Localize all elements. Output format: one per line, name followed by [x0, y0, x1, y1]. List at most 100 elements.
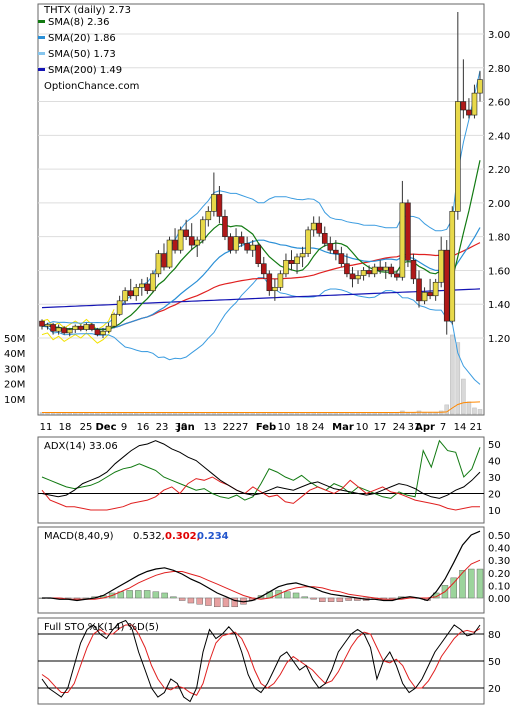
- candle-down: [172, 239, 178, 251]
- candle-up: [72, 325, 79, 330]
- candle-down: [366, 270, 372, 275]
- candle-down: [405, 202, 411, 261]
- candle-up: [421, 292, 428, 302]
- date-label: 25: [80, 422, 93, 433]
- candle-down: [266, 273, 273, 292]
- candle-up: [150, 273, 156, 292]
- price-tick-label: 2.80: [488, 64, 510, 75]
- candle-up: [66, 329, 73, 334]
- candle-up: [449, 211, 456, 322]
- macd-histogram-bar: [231, 597, 238, 608]
- price-tick-label: 2.40: [488, 131, 510, 142]
- date-label: 24: [393, 422, 406, 433]
- candle-up: [116, 300, 123, 315]
- macd-histogram-bar: [319, 597, 326, 602]
- date-label: 23: [156, 422, 169, 433]
- candle-down: [183, 229, 189, 237]
- macd-value: 0.532,: [133, 531, 165, 542]
- price-panel: 3.00 2.80 2.60 2.40 2.20 2.00 1.80 1.60 1.40 1.20…: [4, 3, 510, 416]
- volume-bar: [461, 378, 466, 415]
- volume-bar: [444, 404, 449, 415]
- adx-tick-label: 30: [488, 473, 501, 484]
- candle-down: [388, 266, 395, 275]
- candle-down: [39, 320, 45, 327]
- macd-histogram-bar: [205, 597, 212, 606]
- candle-down: [238, 236, 245, 244]
- adx-panel: 50 40 30 20 10: [37, 436, 501, 524]
- candle-up: [199, 219, 206, 241]
- macd-signal-line: [42, 559, 481, 600]
- macd-histogram-bar: [213, 597, 221, 608]
- candle-up: [272, 287, 278, 292]
- adx-line: [41, 440, 481, 499]
- candle-up: [438, 249, 444, 283]
- candle-down: [349, 273, 356, 280]
- candle-up: [133, 287, 140, 297]
- candle-down: [410, 260, 417, 280]
- candle-down: [394, 273, 400, 278]
- candle-down: [161, 253, 167, 268]
- candle-up: [382, 266, 389, 271]
- candle-down: [227, 236, 234, 251]
- stoch-label: Full STO %K(14) %D(5): [44, 622, 159, 633]
- candle-down: [216, 194, 223, 217]
- candle-down: [144, 283, 151, 292]
- date-label: 18: [59, 422, 72, 433]
- candle-up: [105, 325, 112, 332]
- date-label: Apr: [415, 422, 435, 433]
- macd-line: [42, 530, 481, 603]
- volume-average-line: [42, 401, 481, 413]
- volume-bar: [477, 409, 483, 415]
- stoch-tick-label: 50: [488, 657, 501, 668]
- volume-bar: [472, 407, 477, 415]
- plus-di-line: [41, 439, 481, 501]
- candle-down: [460, 101, 467, 111]
- macd-histogram-bar: [143, 590, 151, 599]
- stoch-d-line: [41, 624, 481, 696]
- candle-up: [283, 260, 289, 275]
- macd-histogram-bar: [292, 592, 300, 599]
- date-label: Dec: [95, 422, 116, 433]
- chart-title: THTX (daily) 2.73: [43, 5, 131, 16]
- date-label: 30: [175, 422, 188, 433]
- macd-histogram-bar: [459, 570, 466, 599]
- candle-up: [233, 236, 239, 251]
- price-tick-label: 1.60: [488, 266, 510, 277]
- macd-histogram-value: 0.234: [197, 531, 229, 542]
- price-tick-label: 1.20: [488, 334, 510, 345]
- candle-down: [50, 324, 56, 332]
- legend-swatch-sma50: [38, 52, 45, 55]
- macd-histogram-bar: [187, 597, 195, 604]
- macd-frame: [37, 526, 485, 614]
- macd-histogram-bar: [450, 577, 457, 599]
- macd-histogram-bar: [345, 597, 352, 601]
- macd-histogram-bar: [161, 592, 168, 599]
- candle-up: [211, 194, 217, 212]
- bollinger-upper-line: [41, 70, 481, 327]
- candle-up: [55, 327, 62, 332]
- candle-up: [122, 290, 128, 302]
- date-label: 13: [204, 422, 217, 433]
- date-label: 11: [40, 422, 53, 433]
- macd-tick-label: 0.40: [488, 544, 510, 555]
- macd-header: MACD(8,40,9) 0.532, 0.302, 0.234: [44, 531, 229, 542]
- macd-histogram-bar: [135, 590, 142, 599]
- candle-down: [260, 263, 267, 275]
- macd-histogram-bar: [152, 591, 160, 599]
- candle-up: [310, 222, 317, 231]
- adx-tick-label: 10: [488, 506, 501, 517]
- stoch-tick-label: 80: [488, 630, 501, 641]
- macd-histogram-bar: [327, 597, 335, 602]
- minus-di-line: [41, 476, 480, 511]
- candle-down: [338, 253, 345, 264]
- candle-down: [321, 232, 328, 244]
- candle-down: [344, 263, 350, 275]
- candle-up: [305, 229, 311, 254]
- candle-up: [100, 330, 106, 335]
- macd-tick-label: 0.50: [488, 531, 510, 542]
- date-label: Mar: [332, 422, 354, 433]
- volume-tick-label: 30M: [4, 364, 25, 375]
- macd-tick-label: 0.20: [488, 569, 510, 580]
- adx-header: ADX(14) 33.06: [44, 441, 118, 452]
